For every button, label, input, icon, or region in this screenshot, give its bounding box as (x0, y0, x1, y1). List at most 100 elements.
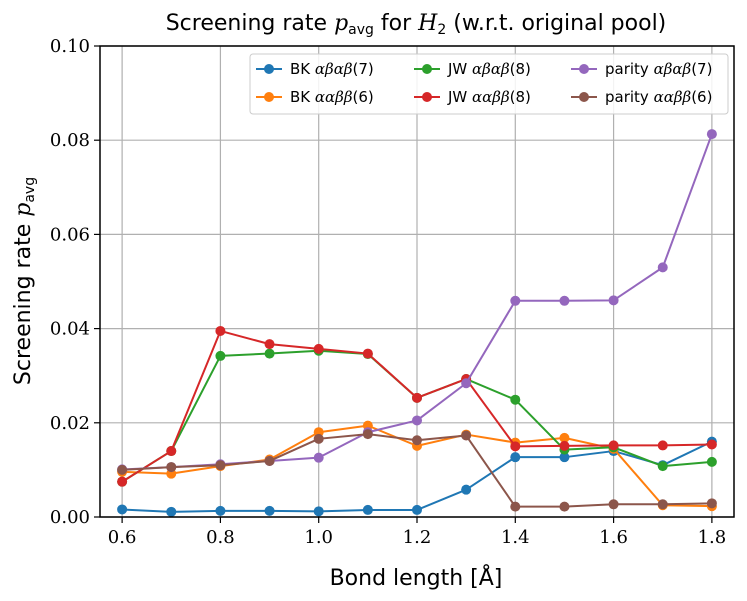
y-tick-label: 0.06 (50, 224, 90, 245)
legend-item: BK αβαβ(7) (256, 60, 374, 78)
data-point (313, 506, 324, 517)
x-axis-label: Bond length [Å] (330, 564, 503, 591)
data-point (117, 504, 128, 515)
legend-label-prefix: BK (290, 88, 315, 106)
legend-label-suffix: (7) (691, 60, 712, 78)
data-point (117, 476, 128, 487)
data-point (559, 295, 570, 306)
legend-label-suffix: (7) (353, 60, 374, 78)
data-point (559, 501, 570, 512)
data-point (657, 262, 668, 273)
chart-title: Screening rate pavg for H2 (w.r.t. origi… (166, 11, 667, 38)
legend-item: JW αβαβ(8) (414, 60, 531, 78)
legend-swatch-marker (579, 92, 589, 102)
legend-swatch-marker (422, 92, 432, 102)
data-point (510, 295, 521, 306)
data-point (510, 394, 521, 405)
data-point (706, 129, 717, 140)
data-point (215, 460, 226, 471)
legend-label-prefix: JW (447, 88, 472, 106)
y-tick-label: 0.04 (50, 319, 90, 340)
legend-box (249, 53, 729, 115)
x-tick-label: 1.2 (403, 527, 432, 548)
data-point (412, 415, 422, 426)
data-point (510, 452, 521, 463)
legend-label-suffix: (8) (510, 88, 531, 106)
legend-label: JW αβαβ(8) (447, 60, 531, 78)
data-point (362, 429, 373, 440)
data-point (215, 350, 226, 361)
data-point (264, 505, 275, 516)
data-point (166, 446, 177, 457)
data-point (608, 499, 619, 510)
data-point (412, 392, 422, 403)
title-math-sub: avg (348, 22, 374, 38)
data-point (412, 435, 422, 446)
legend-item: parity ααββ(6) (571, 88, 712, 106)
data-point (461, 378, 472, 389)
legend-label: BK ααββ(6) (290, 88, 374, 106)
data-point (215, 325, 226, 336)
legend-item: BK ααββ(6) (256, 88, 374, 106)
legend-label-prefix: BK (290, 60, 315, 78)
legend-swatch-marker (264, 64, 274, 74)
y-axis-label: Screening rate pavg (11, 177, 38, 385)
legend-label-math: ααββ (654, 88, 692, 106)
y-tick-label: 0.02 (50, 413, 90, 434)
data-point (166, 506, 177, 517)
legend-label-math: ααββ (472, 88, 510, 106)
legend-label-math: αβαβ (654, 60, 692, 78)
title-mid: for (374, 11, 418, 36)
legend-label: JW ααββ(8) (447, 88, 531, 106)
ylabel-math-p: p (11, 203, 36, 217)
data-point (608, 440, 619, 451)
title-prefix: Screening rate (166, 11, 334, 36)
legend-label: parity αβαβ(7) (605, 60, 712, 78)
data-point (510, 501, 521, 512)
data-point (264, 348, 275, 359)
title-math-p: p (334, 11, 348, 36)
y-tick-label: 0.08 (50, 130, 90, 151)
series-layer (117, 129, 717, 517)
series-3 (117, 325, 717, 487)
data-point (657, 461, 668, 472)
data-point (166, 462, 177, 473)
data-point (412, 504, 422, 515)
x-tick-label: 0.8 (206, 527, 235, 548)
x-tick-label: 0.6 (108, 527, 137, 548)
legend-swatch-marker (264, 92, 274, 102)
data-point (313, 343, 324, 354)
legend-label: BK αβαβ(7) (290, 60, 374, 78)
data-point (461, 430, 472, 441)
data-point (657, 499, 668, 510)
data-point (117, 464, 128, 475)
y-tick-label: 0.10 (50, 36, 90, 57)
data-point (559, 440, 570, 451)
title-math-h: H (417, 11, 438, 36)
legend: BK αβαβ(7)BK ααββ(6)JW αβαβ(8)JW ααββ(8)… (249, 53, 729, 115)
data-point (264, 455, 275, 466)
data-point (362, 504, 373, 515)
data-point (559, 452, 570, 463)
legend-label-suffix: (8) (510, 60, 531, 78)
data-point (559, 432, 570, 443)
ylabel-math-sub: avg (22, 177, 38, 203)
legend-swatch-marker (579, 64, 589, 74)
y-tick-label: 0.00 (50, 507, 90, 528)
data-point (264, 339, 275, 350)
legend-item: JW ααββ(8) (414, 88, 531, 106)
data-point (706, 439, 717, 450)
data-point (313, 433, 324, 444)
data-point (706, 498, 717, 509)
data-point (362, 348, 373, 359)
data-point (461, 484, 472, 495)
x-tick-label: 1.4 (501, 527, 530, 548)
data-point (706, 456, 717, 467)
legend-label-prefix: parity (605, 88, 654, 106)
data-point (510, 441, 521, 452)
legend-swatch-marker (422, 64, 432, 74)
legend-label-prefix: parity (605, 60, 654, 78)
data-point (215, 505, 226, 516)
x-tick-label: 1.0 (304, 527, 333, 548)
